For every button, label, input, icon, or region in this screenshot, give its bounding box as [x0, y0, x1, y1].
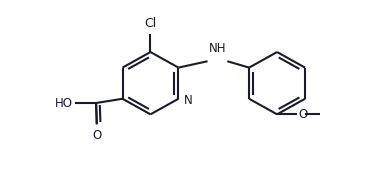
Text: N: N	[184, 94, 192, 107]
Text: HO: HO	[55, 96, 73, 110]
Text: Cl: Cl	[144, 17, 157, 30]
Text: O: O	[92, 129, 101, 142]
Text: O: O	[298, 108, 307, 121]
Text: NH: NH	[209, 42, 226, 55]
